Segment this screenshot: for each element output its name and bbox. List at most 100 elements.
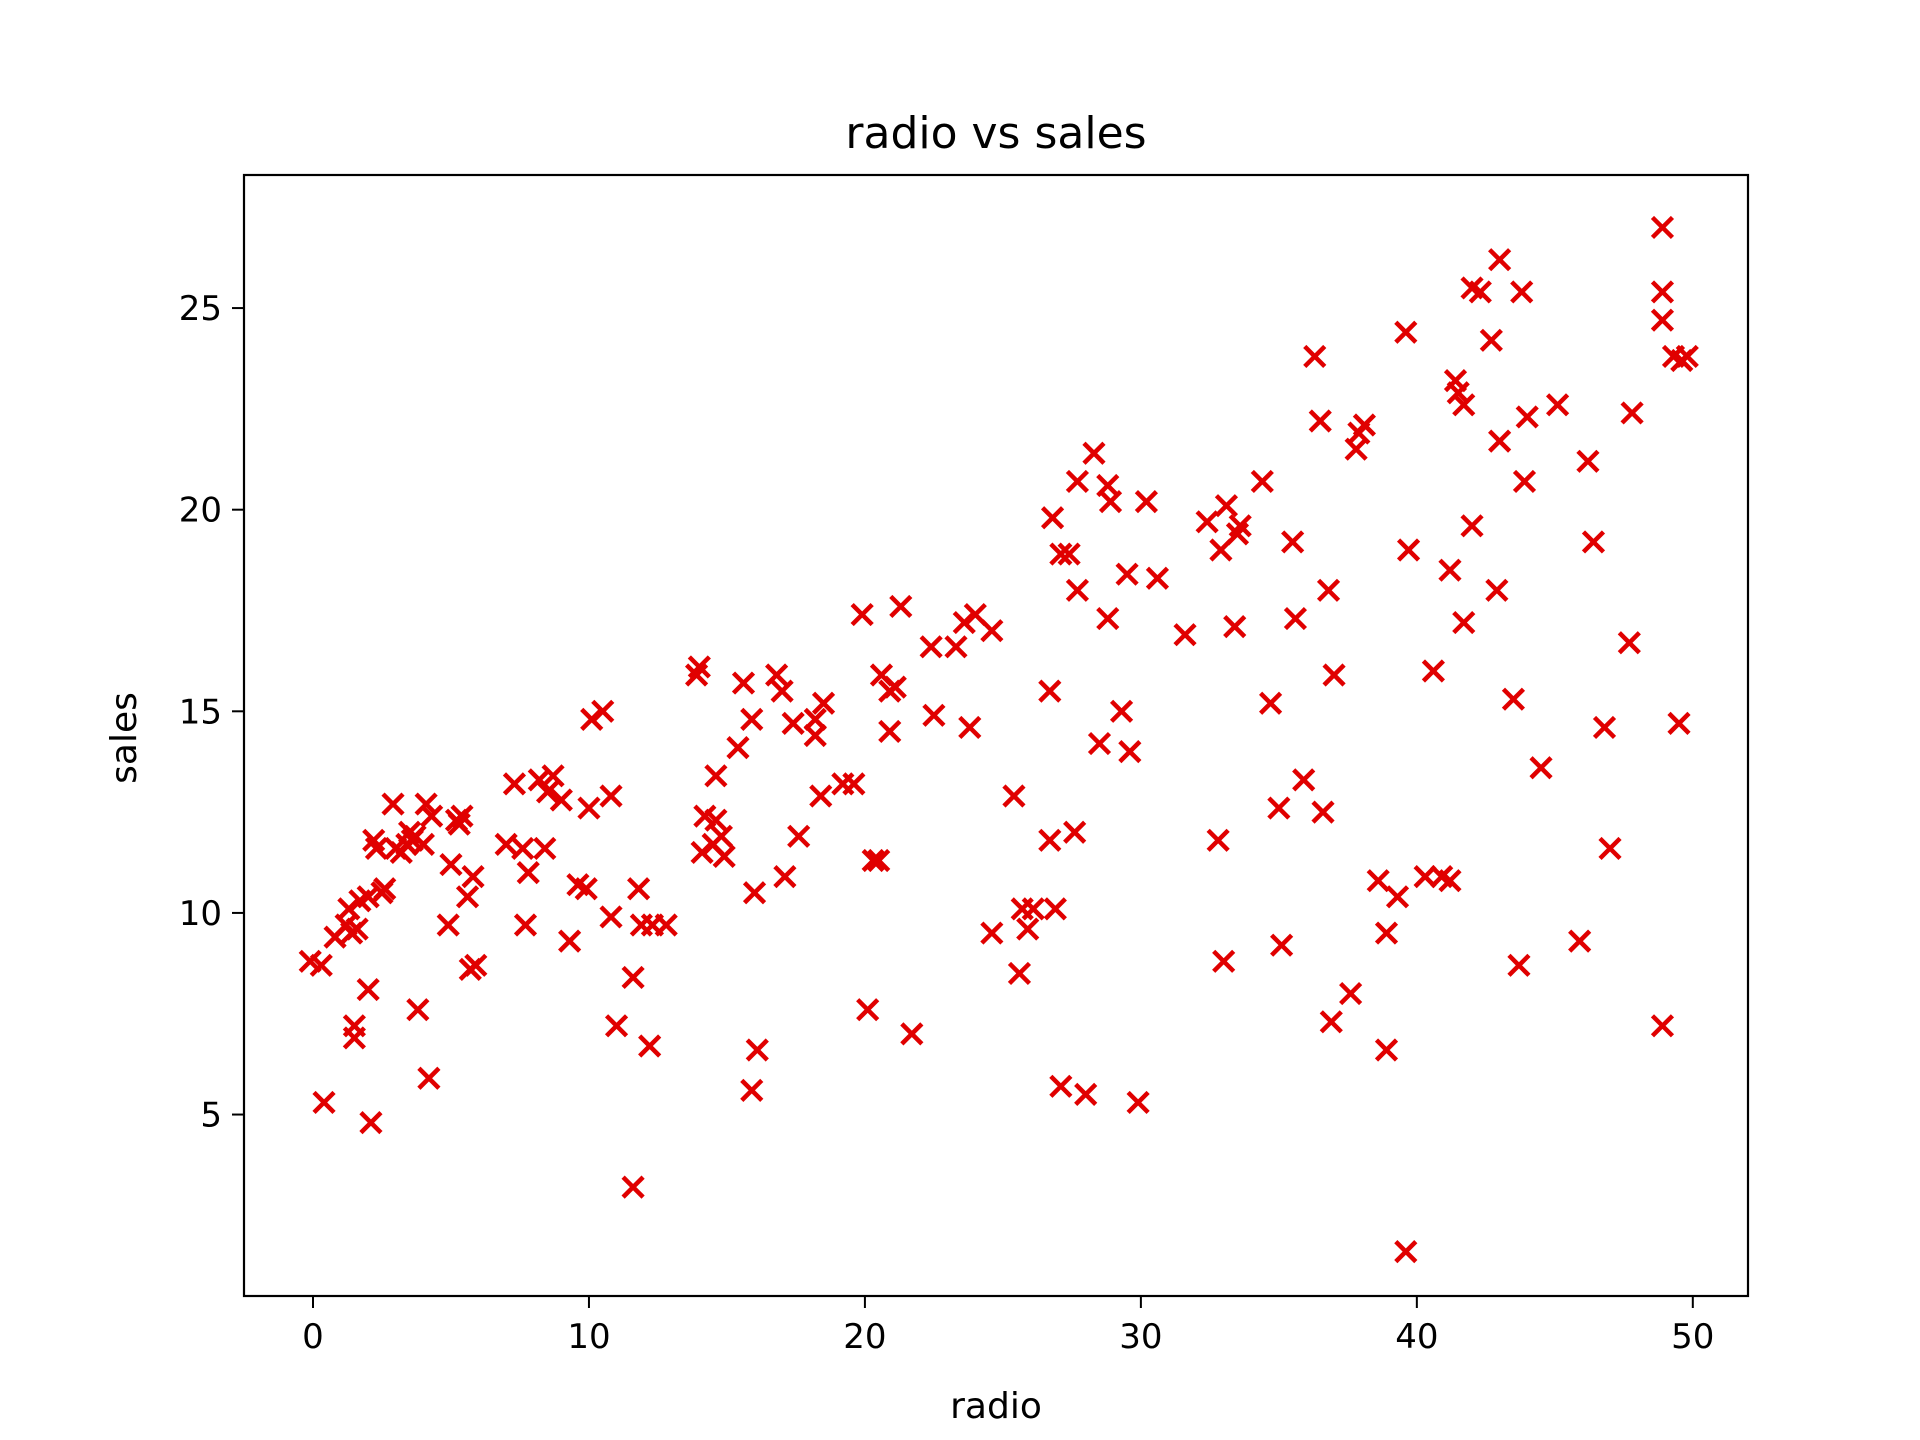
data-point: [740, 707, 764, 731]
y-tick-label: 15: [179, 692, 222, 732]
data-point: [1366, 869, 1390, 893]
data-point: [980, 921, 1004, 945]
data-point: [745, 1038, 769, 1062]
data-point: [1049, 1074, 1073, 1098]
data-point: [773, 865, 797, 889]
data-point: [687, 655, 711, 679]
data-point: [356, 977, 380, 1002]
data-point: [1074, 1082, 1098, 1106]
data-point: [1413, 865, 1437, 889]
data-point: [599, 784, 623, 808]
x-axis: 0 10 20 30 40 50: [302, 1296, 1714, 1357]
data-point: [878, 719, 902, 744]
x-tick-label: 10: [567, 1317, 610, 1357]
data-point: [922, 703, 946, 727]
data-point: [1311, 800, 1335, 824]
data-point: [558, 929, 582, 953]
data-point: [1038, 679, 1062, 703]
data-point: [359, 1111, 383, 1135]
data-point: [604, 1014, 629, 1038]
data-point: [1040, 506, 1065, 530]
data-point: [1394, 1240, 1418, 1264]
data-point: [1385, 885, 1410, 909]
x-tick-label: 20: [843, 1317, 886, 1357]
data-point: [1507, 953, 1531, 977]
data-point: [712, 844, 736, 869]
y-axis: 5 10 15 20 25: [179, 289, 244, 1136]
data-point: [411, 832, 435, 856]
data-point: [1650, 280, 1675, 304]
points-layer: [298, 215, 1699, 1264]
data-point: [513, 913, 538, 937]
data-point: [406, 998, 430, 1022]
data-point: [1510, 280, 1534, 304]
data-point: [1650, 308, 1675, 332]
data-point: [726, 736, 750, 760]
data-point: [861, 848, 885, 873]
data-point: [1479, 328, 1503, 352]
data-point: [1087, 731, 1112, 756]
data-point: [549, 788, 573, 812]
data-point: [889, 594, 913, 619]
x-axis-label: radio: [950, 1386, 1042, 1427]
data-point: [1438, 558, 1462, 582]
data-point: [1394, 320, 1418, 344]
data-point: [803, 723, 827, 748]
data-point: [1488, 429, 1512, 453]
data-point: [502, 772, 527, 796]
data-point: [770, 679, 794, 703]
data-point: [1421, 659, 1445, 683]
y-axis-label: sales: [104, 692, 145, 784]
data-point: [309, 953, 333, 977]
data-point: [461, 865, 485, 889]
data-point: [1098, 490, 1123, 514]
data-point: [1145, 566, 1170, 590]
data-point: [591, 699, 615, 723]
data-point: [1270, 933, 1294, 957]
data-point: [1065, 469, 1090, 494]
data-point: [958, 715, 982, 740]
data-point: [704, 808, 728, 832]
data-point: [577, 796, 601, 820]
data-point: [1303, 344, 1327, 369]
data-point: [1292, 768, 1316, 792]
data-point: [436, 913, 460, 937]
data-point: [342, 1026, 366, 1050]
data-point: [356, 885, 380, 909]
data-point: [533, 836, 557, 860]
data-point: [494, 832, 518, 856]
data-point: [1228, 514, 1252, 538]
data-point: [312, 1090, 336, 1115]
data-point: [919, 635, 943, 659]
data-point: [1576, 449, 1600, 473]
data-point: [1581, 530, 1606, 554]
y-tick-label: 5: [200, 1096, 222, 1136]
data-point: [516, 861, 540, 885]
data-point: [1115, 562, 1139, 586]
data-point: [450, 804, 474, 828]
data-point: [1319, 1010, 1343, 1034]
data-point: [850, 602, 874, 627]
data-point: [704, 764, 728, 788]
data-point: [535, 780, 560, 804]
data-point: [731, 671, 756, 695]
data-point: [1223, 615, 1247, 639]
data-point: [1021, 897, 1045, 921]
data-point: [1446, 381, 1470, 405]
data-point: [1592, 715, 1617, 740]
data-point: [1126, 1090, 1150, 1115]
data-point: [1109, 699, 1134, 723]
data-point: [1339, 981, 1363, 1006]
data-point: [1049, 542, 1073, 566]
data-point: [381, 792, 405, 816]
plot-area: [244, 175, 1748, 1296]
data-point: [1118, 740, 1142, 764]
data-point: [541, 764, 565, 788]
data-point: [709, 824, 734, 848]
data-point: [1374, 921, 1399, 945]
data-point: [765, 663, 789, 687]
data-point: [1515, 405, 1539, 429]
data-point: [627, 877, 651, 901]
data-point: [811, 691, 836, 715]
data-point: [1258, 691, 1283, 715]
